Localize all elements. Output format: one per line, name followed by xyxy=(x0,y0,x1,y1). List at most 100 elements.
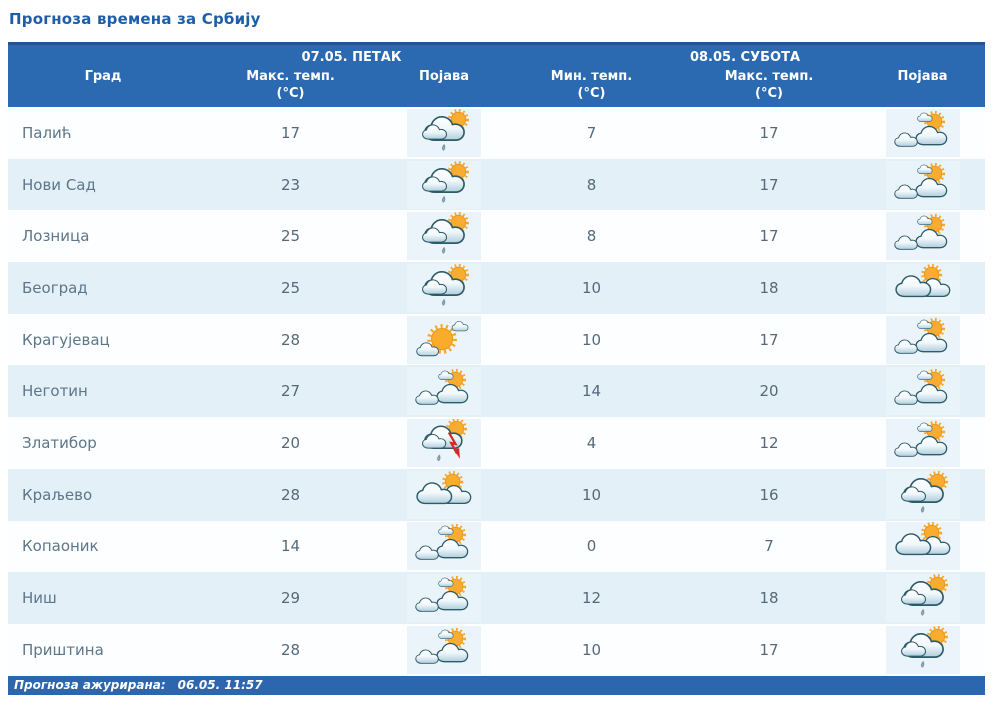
col-header-saturday-max-unit: (°C) xyxy=(755,86,783,101)
friday-max-temp: 28 xyxy=(280,640,301,659)
table-body: Палић 17 7 17 Нови Сад 23 8 17 Лозница 2… xyxy=(8,107,985,676)
table-row: Неготин 27 14 20 xyxy=(8,365,985,418)
thunder-rain-icon xyxy=(407,418,481,467)
saturday-min-temp: 8 xyxy=(586,175,597,194)
saturday-weather-cell xyxy=(860,315,985,364)
city-name: Приштина xyxy=(22,640,104,659)
cloud-sun-icon xyxy=(407,470,481,519)
friday-weather-cell xyxy=(383,212,505,261)
saturday-weather-cell xyxy=(860,367,985,416)
saturday-weather-cell xyxy=(860,470,985,519)
saturday-max-temp: 20 xyxy=(759,382,779,401)
sun-clouds-icon xyxy=(885,315,960,364)
table-row: Краљево 28 10 16 xyxy=(8,468,985,521)
city-name: Ниш xyxy=(22,589,57,608)
saturday-min-temp: 4 xyxy=(586,433,597,452)
saturday-weather-cell xyxy=(860,574,985,623)
cloud-sun-icon xyxy=(885,522,960,571)
friday-max-temp: 28 xyxy=(280,330,301,349)
sun-clouds-icon xyxy=(407,367,481,416)
col-header-friday-max-unit: (°C) xyxy=(276,86,305,101)
sun-clouds-icon xyxy=(885,212,960,261)
saturday-min-temp: 7 xyxy=(586,123,597,142)
city-name: Копаоник xyxy=(22,537,99,556)
sun-clouds-icon xyxy=(885,108,960,157)
saturday-max-temp: 12 xyxy=(759,433,779,452)
table-row: Ниш 29 12 18 xyxy=(8,572,985,624)
friday-weather-cell xyxy=(383,108,505,157)
saturday-min-temp: 10 xyxy=(581,485,602,504)
col-header-saturday-phenomenon: Појава xyxy=(897,69,948,84)
friday-max-temp: 25 xyxy=(280,278,301,297)
table-row: Лозница 25 8 17 xyxy=(8,210,985,263)
forecast-table: 07.05. ПЕТАК 08.05. СУБОТА Град Макс. те… xyxy=(8,42,985,676)
sun-clouds-icon xyxy=(407,574,481,623)
col-header-saturday-min: Мин. темп. (°C) xyxy=(505,68,678,102)
saturday-max-temp: 17 xyxy=(759,330,779,349)
saturday-max-temp: 17 xyxy=(759,123,779,142)
saturday-max-temp: 16 xyxy=(759,485,779,504)
update-label: Прогноза ажурирана: xyxy=(14,678,166,693)
col-header-friday-max-label: Макс. темп. xyxy=(246,69,335,84)
saturday-min-temp: 0 xyxy=(586,537,597,556)
saturday-weather-cell xyxy=(860,160,985,209)
col-header-friday-phenomenon: Појава xyxy=(418,69,470,84)
city-name: Краљево xyxy=(22,485,93,504)
table-row: Београд 25 10 18 xyxy=(8,262,985,314)
saturday-min-temp: 10 xyxy=(581,278,602,297)
cloud-sun-rain-icon xyxy=(407,212,481,261)
city-name: Палић xyxy=(22,123,72,142)
cloud-sun-icon xyxy=(885,263,960,312)
friday-max-temp: 20 xyxy=(280,433,301,452)
table-row: Златибор 20 4 12 xyxy=(8,417,985,469)
col-header-saturday-max-label: Макс. темп. xyxy=(724,69,814,84)
friday-max-temp: 25 xyxy=(280,227,301,246)
col-header-saturday-min-unit: (°C) xyxy=(577,86,606,101)
friday-weather-cell xyxy=(383,367,505,416)
friday-max-temp: 27 xyxy=(280,382,301,401)
friday-max-temp: 29 xyxy=(280,589,301,608)
saturday-min-temp: 8 xyxy=(586,227,597,246)
saturday-weather-cell xyxy=(860,625,985,674)
saturday-min-temp: 10 xyxy=(581,640,602,659)
saturday-weather-cell xyxy=(860,263,985,312)
mostly-sunny-icon xyxy=(407,315,481,364)
friday-weather-cell xyxy=(383,574,505,623)
friday-weather-cell xyxy=(383,315,505,364)
saturday-max-temp: 17 xyxy=(759,640,779,659)
weather-forecast-page: Прогноза времена за Србију 07.05. ПЕТАК … xyxy=(8,10,985,695)
saturday-min-temp: 12 xyxy=(581,589,602,608)
sun-clouds-icon xyxy=(885,418,960,467)
saturday-weather-cell xyxy=(860,108,985,157)
update-time: 06.05. 11:57 xyxy=(177,678,263,693)
friday-weather-cell xyxy=(383,160,505,209)
city-name: Лозница xyxy=(22,227,90,246)
cloud-sun-rain-icon xyxy=(885,470,960,519)
cloud-sun-rain-icon xyxy=(407,263,481,312)
update-bar: Прогноза ажурирана: 06.05. 11:57 xyxy=(8,675,985,695)
saturday-weather-cell xyxy=(860,522,985,571)
saturday-max-temp: 7 xyxy=(764,537,774,556)
friday-weather-cell xyxy=(383,263,505,312)
cloud-sun-rain-icon xyxy=(407,108,481,157)
saturday-max-temp: 18 xyxy=(759,589,779,608)
sun-clouds-icon xyxy=(885,367,960,416)
day-header-friday: 07.05. ПЕТАК xyxy=(301,50,402,65)
city-name: Нови Сад xyxy=(22,175,96,194)
friday-weather-cell xyxy=(383,470,505,519)
city-name: Крагујевац xyxy=(22,330,110,349)
friday-max-temp: 14 xyxy=(280,537,301,556)
friday-max-temp: 17 xyxy=(280,123,301,142)
table-row: Палић 17 7 17 xyxy=(8,107,985,159)
table-row: Копаоник 14 0 7 xyxy=(8,520,985,573)
sun-clouds-icon xyxy=(407,625,481,674)
city-name: Златибор xyxy=(22,433,97,452)
friday-weather-cell xyxy=(383,625,505,674)
cloud-sun-rain-icon xyxy=(407,160,481,209)
cloud-sun-rain-icon xyxy=(885,574,960,623)
table-header: 07.05. ПЕТАК 08.05. СУБОТА Град Макс. те… xyxy=(8,42,985,107)
saturday-max-temp: 17 xyxy=(759,175,779,194)
cloud-sun-rain-icon xyxy=(885,625,960,674)
saturday-min-temp: 10 xyxy=(581,330,602,349)
table-row: Крагујевац 28 10 17 xyxy=(8,313,985,366)
